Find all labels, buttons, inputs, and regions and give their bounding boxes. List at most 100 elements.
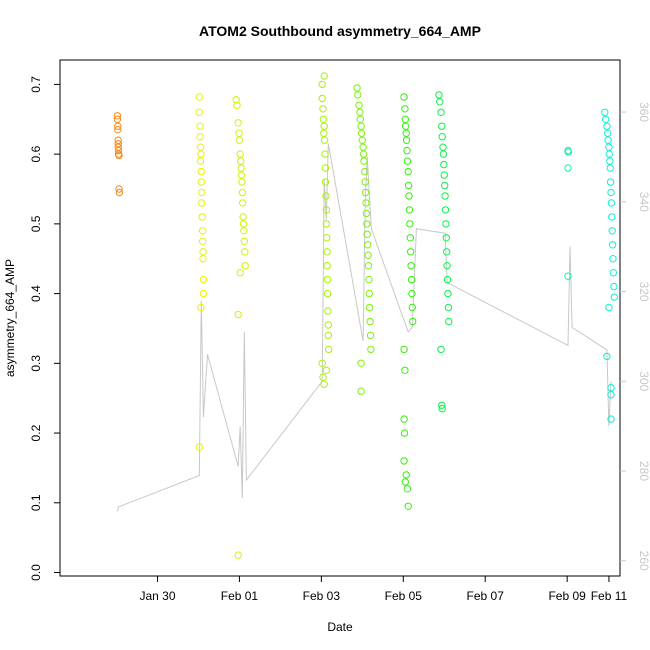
data-point <box>607 391 615 399</box>
data-point <box>601 108 609 117</box>
y2-tick-label: 360 <box>637 102 650 122</box>
data-point <box>404 167 412 176</box>
data-point <box>402 129 410 137</box>
data-point <box>238 178 246 186</box>
data-point <box>355 101 363 110</box>
data-point <box>441 192 449 200</box>
data-point <box>401 366 409 374</box>
data-point <box>197 150 205 158</box>
data-point <box>321 164 330 172</box>
data-point <box>403 146 411 155</box>
data-point <box>322 366 330 374</box>
data-point <box>401 478 409 486</box>
data-point <box>359 143 367 151</box>
data-point <box>366 331 375 340</box>
y-tick-label: 0.5 <box>29 215 43 232</box>
data-point <box>236 150 244 158</box>
data-point <box>442 220 450 228</box>
data-point <box>114 126 122 134</box>
x-tick-label: Feb 07 <box>467 589 505 603</box>
data-point <box>436 98 444 106</box>
data-point <box>195 93 204 101</box>
data-point <box>605 143 613 151</box>
x-axis: Jan 30 Feb 01 Feb 03 Feb 05 Feb 07 Feb 09 Feb … <box>139 576 627 603</box>
data-point <box>608 227 616 235</box>
data-point <box>199 255 207 263</box>
y-tick-label: 0.1 <box>29 494 43 511</box>
data-point <box>241 248 249 256</box>
data-point <box>607 415 615 423</box>
data-point <box>603 122 611 130</box>
data-point <box>196 133 204 141</box>
data-point <box>439 150 448 158</box>
series-group <box>232 96 249 559</box>
y-tick-label: 0.3 <box>29 355 43 372</box>
y-tick-label: 0.6 <box>29 145 43 162</box>
data-point <box>440 171 448 179</box>
data-point <box>564 148 573 156</box>
y2-tick-label: 320 <box>637 281 650 301</box>
data-point <box>354 91 362 99</box>
data-point <box>364 251 372 259</box>
data-point <box>236 269 244 277</box>
data-point <box>241 262 249 270</box>
data-point <box>232 96 240 104</box>
data-point <box>442 234 450 242</box>
y-tick-label: 0.0 <box>29 564 43 581</box>
data-point <box>408 289 416 298</box>
data-point <box>605 150 613 158</box>
data-point <box>322 192 330 200</box>
data-point <box>607 199 616 207</box>
data-point <box>564 272 572 280</box>
data-point <box>605 303 613 312</box>
x-axis-label: Date <box>327 620 353 634</box>
data-point <box>440 160 448 169</box>
series-group <box>400 93 417 510</box>
data-point <box>199 275 208 284</box>
data-point <box>435 91 443 99</box>
data-point <box>199 289 208 298</box>
series-group <box>564 146 573 280</box>
data-point <box>320 129 328 137</box>
series-group <box>353 84 375 395</box>
data-point <box>196 157 205 165</box>
data-point <box>235 129 243 137</box>
data-point <box>115 185 123 193</box>
data-point <box>319 115 328 124</box>
data-point <box>400 457 408 465</box>
data-point <box>608 213 616 221</box>
data-point <box>365 289 373 298</box>
series-group <box>435 91 453 413</box>
data-point <box>318 94 326 103</box>
plot-border <box>59 59 621 577</box>
data-point <box>237 171 246 179</box>
data-point <box>361 188 370 197</box>
data-point <box>113 112 122 120</box>
data-point <box>357 122 365 130</box>
y-axis-label: asymmetry_664_AMP <box>3 259 17 377</box>
data-point <box>323 248 331 256</box>
data-point <box>356 108 364 117</box>
data-point <box>441 206 450 214</box>
data-point <box>197 178 206 186</box>
data-point <box>237 157 245 165</box>
data-point <box>114 136 122 144</box>
data-point <box>196 143 205 151</box>
data-point <box>323 234 331 242</box>
data-point <box>198 213 206 221</box>
data-point <box>443 262 451 270</box>
data-point <box>438 122 446 130</box>
y2-tick-label: 260 <box>637 551 650 571</box>
data-point <box>400 345 408 354</box>
data-point <box>407 262 415 270</box>
data-point <box>361 167 369 176</box>
data-point <box>239 213 247 221</box>
data-point <box>444 289 452 298</box>
data-point <box>606 164 614 172</box>
data-point <box>318 80 326 89</box>
data-point <box>234 551 242 559</box>
series-group <box>601 108 618 423</box>
data-point <box>401 105 409 113</box>
data-point <box>239 220 248 228</box>
